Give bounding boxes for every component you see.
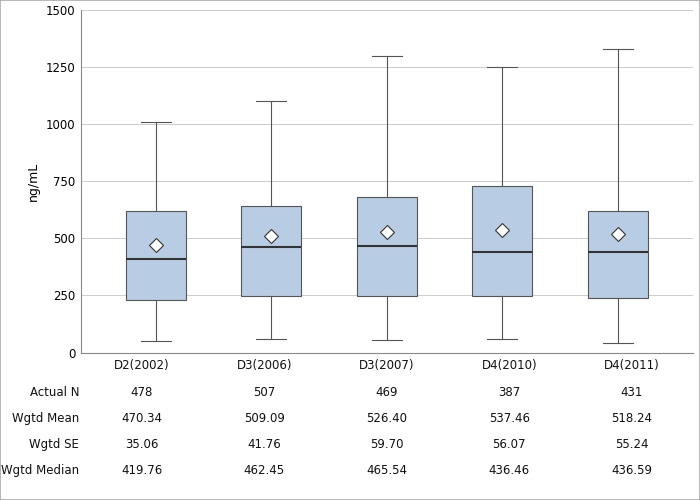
Text: Wgtd Median: Wgtd Median <box>1 464 79 477</box>
Text: 518.24: 518.24 <box>611 412 652 425</box>
PathPatch shape <box>473 186 533 296</box>
Text: D4(2010): D4(2010) <box>482 360 537 372</box>
Text: Wgtd SE: Wgtd SE <box>29 438 79 451</box>
Text: Actual N: Actual N <box>29 386 79 399</box>
PathPatch shape <box>588 211 648 298</box>
Text: 470.34: 470.34 <box>121 412 162 425</box>
PathPatch shape <box>125 211 186 300</box>
Text: 436.59: 436.59 <box>611 464 652 477</box>
Text: 537.46: 537.46 <box>489 412 530 425</box>
Text: 507: 507 <box>253 386 275 399</box>
Text: D4(2011): D4(2011) <box>604 360 659 372</box>
Text: D3(2007): D3(2007) <box>359 360 414 372</box>
Text: 387: 387 <box>498 386 520 399</box>
Text: 478: 478 <box>131 386 153 399</box>
Text: D3(2006): D3(2006) <box>237 360 292 372</box>
Text: 59.70: 59.70 <box>370 438 403 451</box>
Text: 41.76: 41.76 <box>247 438 281 451</box>
PathPatch shape <box>357 197 416 296</box>
Text: 419.76: 419.76 <box>121 464 162 477</box>
Text: 431: 431 <box>621 386 643 399</box>
Text: 469: 469 <box>375 386 398 399</box>
Y-axis label: ng/mL: ng/mL <box>27 162 41 201</box>
Text: 465.54: 465.54 <box>366 464 407 477</box>
Text: 55.24: 55.24 <box>615 438 648 451</box>
Text: 509.09: 509.09 <box>244 412 285 425</box>
Text: 436.46: 436.46 <box>489 464 530 477</box>
Text: 526.40: 526.40 <box>366 412 407 425</box>
Text: D2(2002): D2(2002) <box>114 360 169 372</box>
Text: 35.06: 35.06 <box>125 438 158 451</box>
PathPatch shape <box>241 206 301 296</box>
Text: 56.07: 56.07 <box>493 438 526 451</box>
Text: Wgtd Mean: Wgtd Mean <box>12 412 79 425</box>
Text: 462.45: 462.45 <box>244 464 285 477</box>
